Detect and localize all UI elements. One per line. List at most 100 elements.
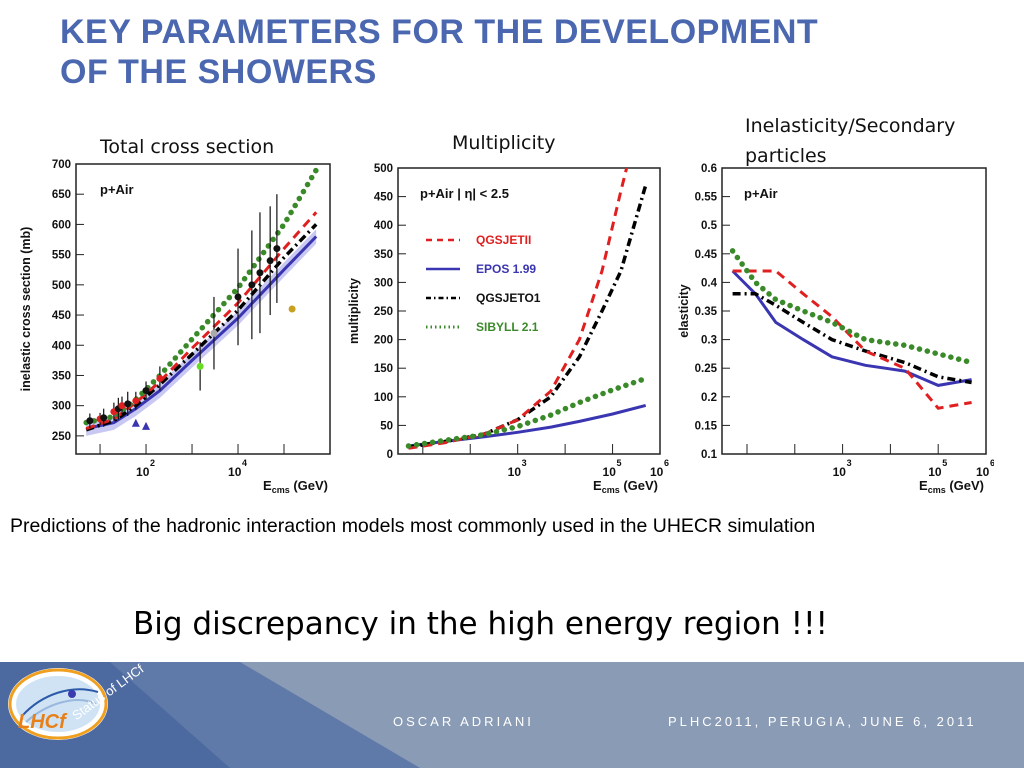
series-sibyll xyxy=(405,375,649,449)
y-axis-label: multiplicity xyxy=(347,278,361,344)
footer-author: OSCAR ADRIANI xyxy=(393,714,534,729)
x-axis-label: Ecms (GeV) xyxy=(593,478,658,495)
y-tick-label: 0.3 xyxy=(701,335,717,347)
y-tick-label: 400 xyxy=(374,220,393,232)
y-tick-label: 400 xyxy=(52,340,71,352)
measurement-point xyxy=(266,257,274,265)
legend-label-epos: EPOS 1.99 xyxy=(476,262,536,276)
x-axis-label: Ecms (GeV) xyxy=(919,478,984,495)
measurement-point xyxy=(210,329,218,337)
y-tick-label: 0.15 xyxy=(695,420,718,432)
measurement-point xyxy=(273,245,281,253)
curves xyxy=(405,168,649,450)
x-tick-label: 10 xyxy=(928,465,942,479)
y-axis-label: inelastic cross section (mb) xyxy=(19,227,33,392)
x-tick-exponent: 4 xyxy=(242,458,247,468)
y-tick-label: 0.45 xyxy=(695,249,718,261)
y-tick-label: 50 xyxy=(380,420,393,432)
y-tick-label: 0.6 xyxy=(701,163,717,175)
cross-section-chart: 250300350400450500550600650700102104Ecms… xyxy=(19,159,331,495)
plot-annotation: p+Air | η| < 2.5 xyxy=(420,186,509,201)
elasticity-chart: 0.1 0.15 0.2 0.25 0.3 0.35 0.4 0.45 0.5 0.55 0.6 10… xyxy=(677,163,994,495)
measurement-triangle xyxy=(142,421,151,430)
y-tick-label: 0.25 xyxy=(695,363,718,375)
y-tick-label: 250 xyxy=(52,431,71,443)
measurement-point xyxy=(156,374,164,382)
cross-section-label: Total cross section xyxy=(100,136,275,158)
y-tick-label: 350 xyxy=(374,249,393,261)
x-axis-label-e: E xyxy=(919,478,928,493)
y-tick-label: 350 xyxy=(52,370,71,382)
measurement-point xyxy=(248,281,256,289)
legend-label-sibyll: SIBYLL 2.1 xyxy=(476,320,539,334)
multiplicity-label: Multiplicity xyxy=(452,132,556,154)
y-tick-label: 650 xyxy=(52,189,71,201)
x-tick-exponent: 3 xyxy=(847,458,852,468)
plot-annotation: p+Air xyxy=(100,182,134,197)
measurement-point xyxy=(86,417,94,425)
y-tick-label: 300 xyxy=(374,277,393,289)
x-axis-label-unit: (GeV) xyxy=(946,478,984,493)
x-tick-exponent: 5 xyxy=(617,458,622,468)
measurement-triangle xyxy=(131,418,140,427)
y-tick-label: 300 xyxy=(52,401,71,413)
y-tick-label: 500 xyxy=(374,163,393,175)
legend-label-qgsjet01: QGSJETO1 xyxy=(476,291,541,305)
y-tick-label: 700 xyxy=(52,159,71,171)
plot-annotation: p+Air xyxy=(744,186,778,201)
y-tick-label: 0.2 xyxy=(701,392,717,404)
series-qgsjetii xyxy=(732,269,972,410)
x-axis-label-e: E xyxy=(593,478,602,493)
x-tick-label: 10 xyxy=(508,465,522,479)
y-tick-label: 600 xyxy=(52,219,71,231)
y-tick-label: 0.4 xyxy=(701,277,718,289)
x-axis-label-sub: cms xyxy=(602,485,620,495)
legend-label-qgsjetii: QGSJETII xyxy=(476,233,531,247)
figure-caption: Predictions of the hadronic interaction … xyxy=(10,515,816,537)
x-tick-exponent: 3 xyxy=(522,458,527,468)
title-line-2: OF THE SHOWERS xyxy=(60,53,377,91)
series-epos xyxy=(731,269,972,387)
x-tick-label: 10 xyxy=(228,465,242,479)
x-tick-label: 10 xyxy=(650,465,664,479)
series-sibyll xyxy=(729,248,975,366)
inelasticity-label-1: Inelasticity/Secondary xyxy=(745,115,956,137)
y-tick-label: 0.55 xyxy=(695,192,718,204)
x-tick-exponent: 5 xyxy=(942,458,947,468)
discrepancy-headline: Big discrepancy in the high energy regio… xyxy=(133,606,828,642)
x-tick-exponent: 6 xyxy=(664,458,669,468)
measurement-point xyxy=(124,400,132,408)
y-tick-label: 550 xyxy=(52,250,71,262)
x-tick-label: 10 xyxy=(976,465,990,479)
x-tick-label: 10 xyxy=(136,465,150,479)
footer-event: PLHC2011, PERUGIA, JUNE 6, 2011 xyxy=(668,714,977,729)
measurement-point xyxy=(234,293,242,301)
x-axis-label-unit: (GeV) xyxy=(620,478,658,493)
y-tick-label: 0.35 xyxy=(695,306,718,318)
x-axis-label-sub: cms xyxy=(928,485,946,495)
y-tick-label: 0.5 xyxy=(701,220,718,232)
measurement-point xyxy=(118,402,126,410)
x-axis-label-unit: (GeV) xyxy=(290,478,328,493)
measurement-point xyxy=(196,362,204,370)
curves xyxy=(729,248,975,410)
y-tick-label: 150 xyxy=(374,363,393,375)
measurement-point xyxy=(132,397,140,405)
measurement-point xyxy=(142,387,150,395)
multiplicity-chart: 050100150200250300350400450500103105106E… xyxy=(347,163,669,495)
series-qgsjet01 xyxy=(408,184,648,449)
x-tick-exponent: 6 xyxy=(990,458,994,468)
y-tick-label: 200 xyxy=(374,335,393,347)
y-tick-label: 0.1 xyxy=(701,449,718,461)
y-tick-label: 450 xyxy=(374,192,393,204)
lhcf-logo: LHCf xyxy=(8,668,108,740)
x-tick-label: 10 xyxy=(603,465,617,479)
title-line-1: KEY PARAMETERS FOR THE DEVELOPMENT xyxy=(60,13,819,51)
y-axis-label: elasticity xyxy=(677,284,691,338)
curves xyxy=(83,167,319,432)
x-tick-exponent: 2 xyxy=(150,458,155,468)
slide-title: KEY PARAMETERS FOR THE DEVELOPMENT OF TH… xyxy=(60,12,1000,92)
inelasticity-label-2: particles xyxy=(745,145,827,167)
y-tick-label: 450 xyxy=(52,310,71,322)
y-tick-label: 500 xyxy=(52,280,71,292)
